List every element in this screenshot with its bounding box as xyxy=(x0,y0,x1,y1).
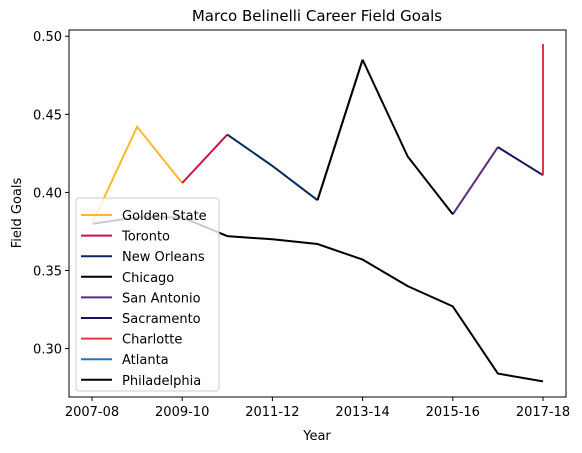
axis-ticks: 0.30 0.35 0.40 0.45 0.50 2007-08 2009-10 2011-1… xyxy=(33,30,570,420)
x-tick-label: 2009-10 xyxy=(155,405,209,420)
series-line-sacramento xyxy=(497,146,544,177)
y-tick-label: 0.30 xyxy=(33,343,62,358)
plot-area-frame xyxy=(68,29,567,398)
y-tick-label: 0.45 xyxy=(33,108,62,123)
chart-title: Marco Belinelli Career Field Goals xyxy=(192,7,442,25)
y-tick-label: 0.35 xyxy=(33,265,62,280)
legend-label-sacramento: Sacramento xyxy=(122,312,201,327)
x-tick-label: 2013-14 xyxy=(335,405,389,420)
legend-label-atlanta: Atlanta xyxy=(122,353,169,368)
y-tick-label: 0.40 xyxy=(33,186,62,201)
x-tick-label: 2007-08 xyxy=(65,405,119,420)
y-tick-label: 0.50 xyxy=(33,30,62,45)
x-axis-title: Year xyxy=(302,429,331,444)
series-line-toronto xyxy=(181,133,229,184)
legend-label-golden-state: Golden State xyxy=(122,209,207,224)
series-line-san-antonio xyxy=(451,146,499,215)
series-line-philadelphia xyxy=(361,59,454,215)
legend-label-philadelphia: Philadelphia xyxy=(122,374,201,389)
legend-label-toronto: Toronto xyxy=(121,230,170,245)
x-tick-label: 2011-12 xyxy=(245,405,299,420)
x-tick-label: 2017-18 xyxy=(516,405,570,420)
x-tick-label: 2015-16 xyxy=(426,405,480,420)
legend: Golden State Toronto New Orleans Chicago San… xyxy=(75,197,220,392)
legend-frame xyxy=(75,197,220,392)
series-line-golden-state xyxy=(91,124,183,225)
series-line-chicago xyxy=(316,59,364,201)
legend-label-chicago: Chicago xyxy=(122,271,174,286)
legend-label-charlotte: Charlotte xyxy=(122,333,182,348)
legend-label-san-antonio: San Antonio xyxy=(122,291,201,306)
legend-label-new-orleans: New Orleans xyxy=(122,250,205,265)
series-line-new-orleans xyxy=(226,133,319,201)
series-lines xyxy=(91,44,544,383)
y-axis-title: Field Goals xyxy=(10,178,25,249)
